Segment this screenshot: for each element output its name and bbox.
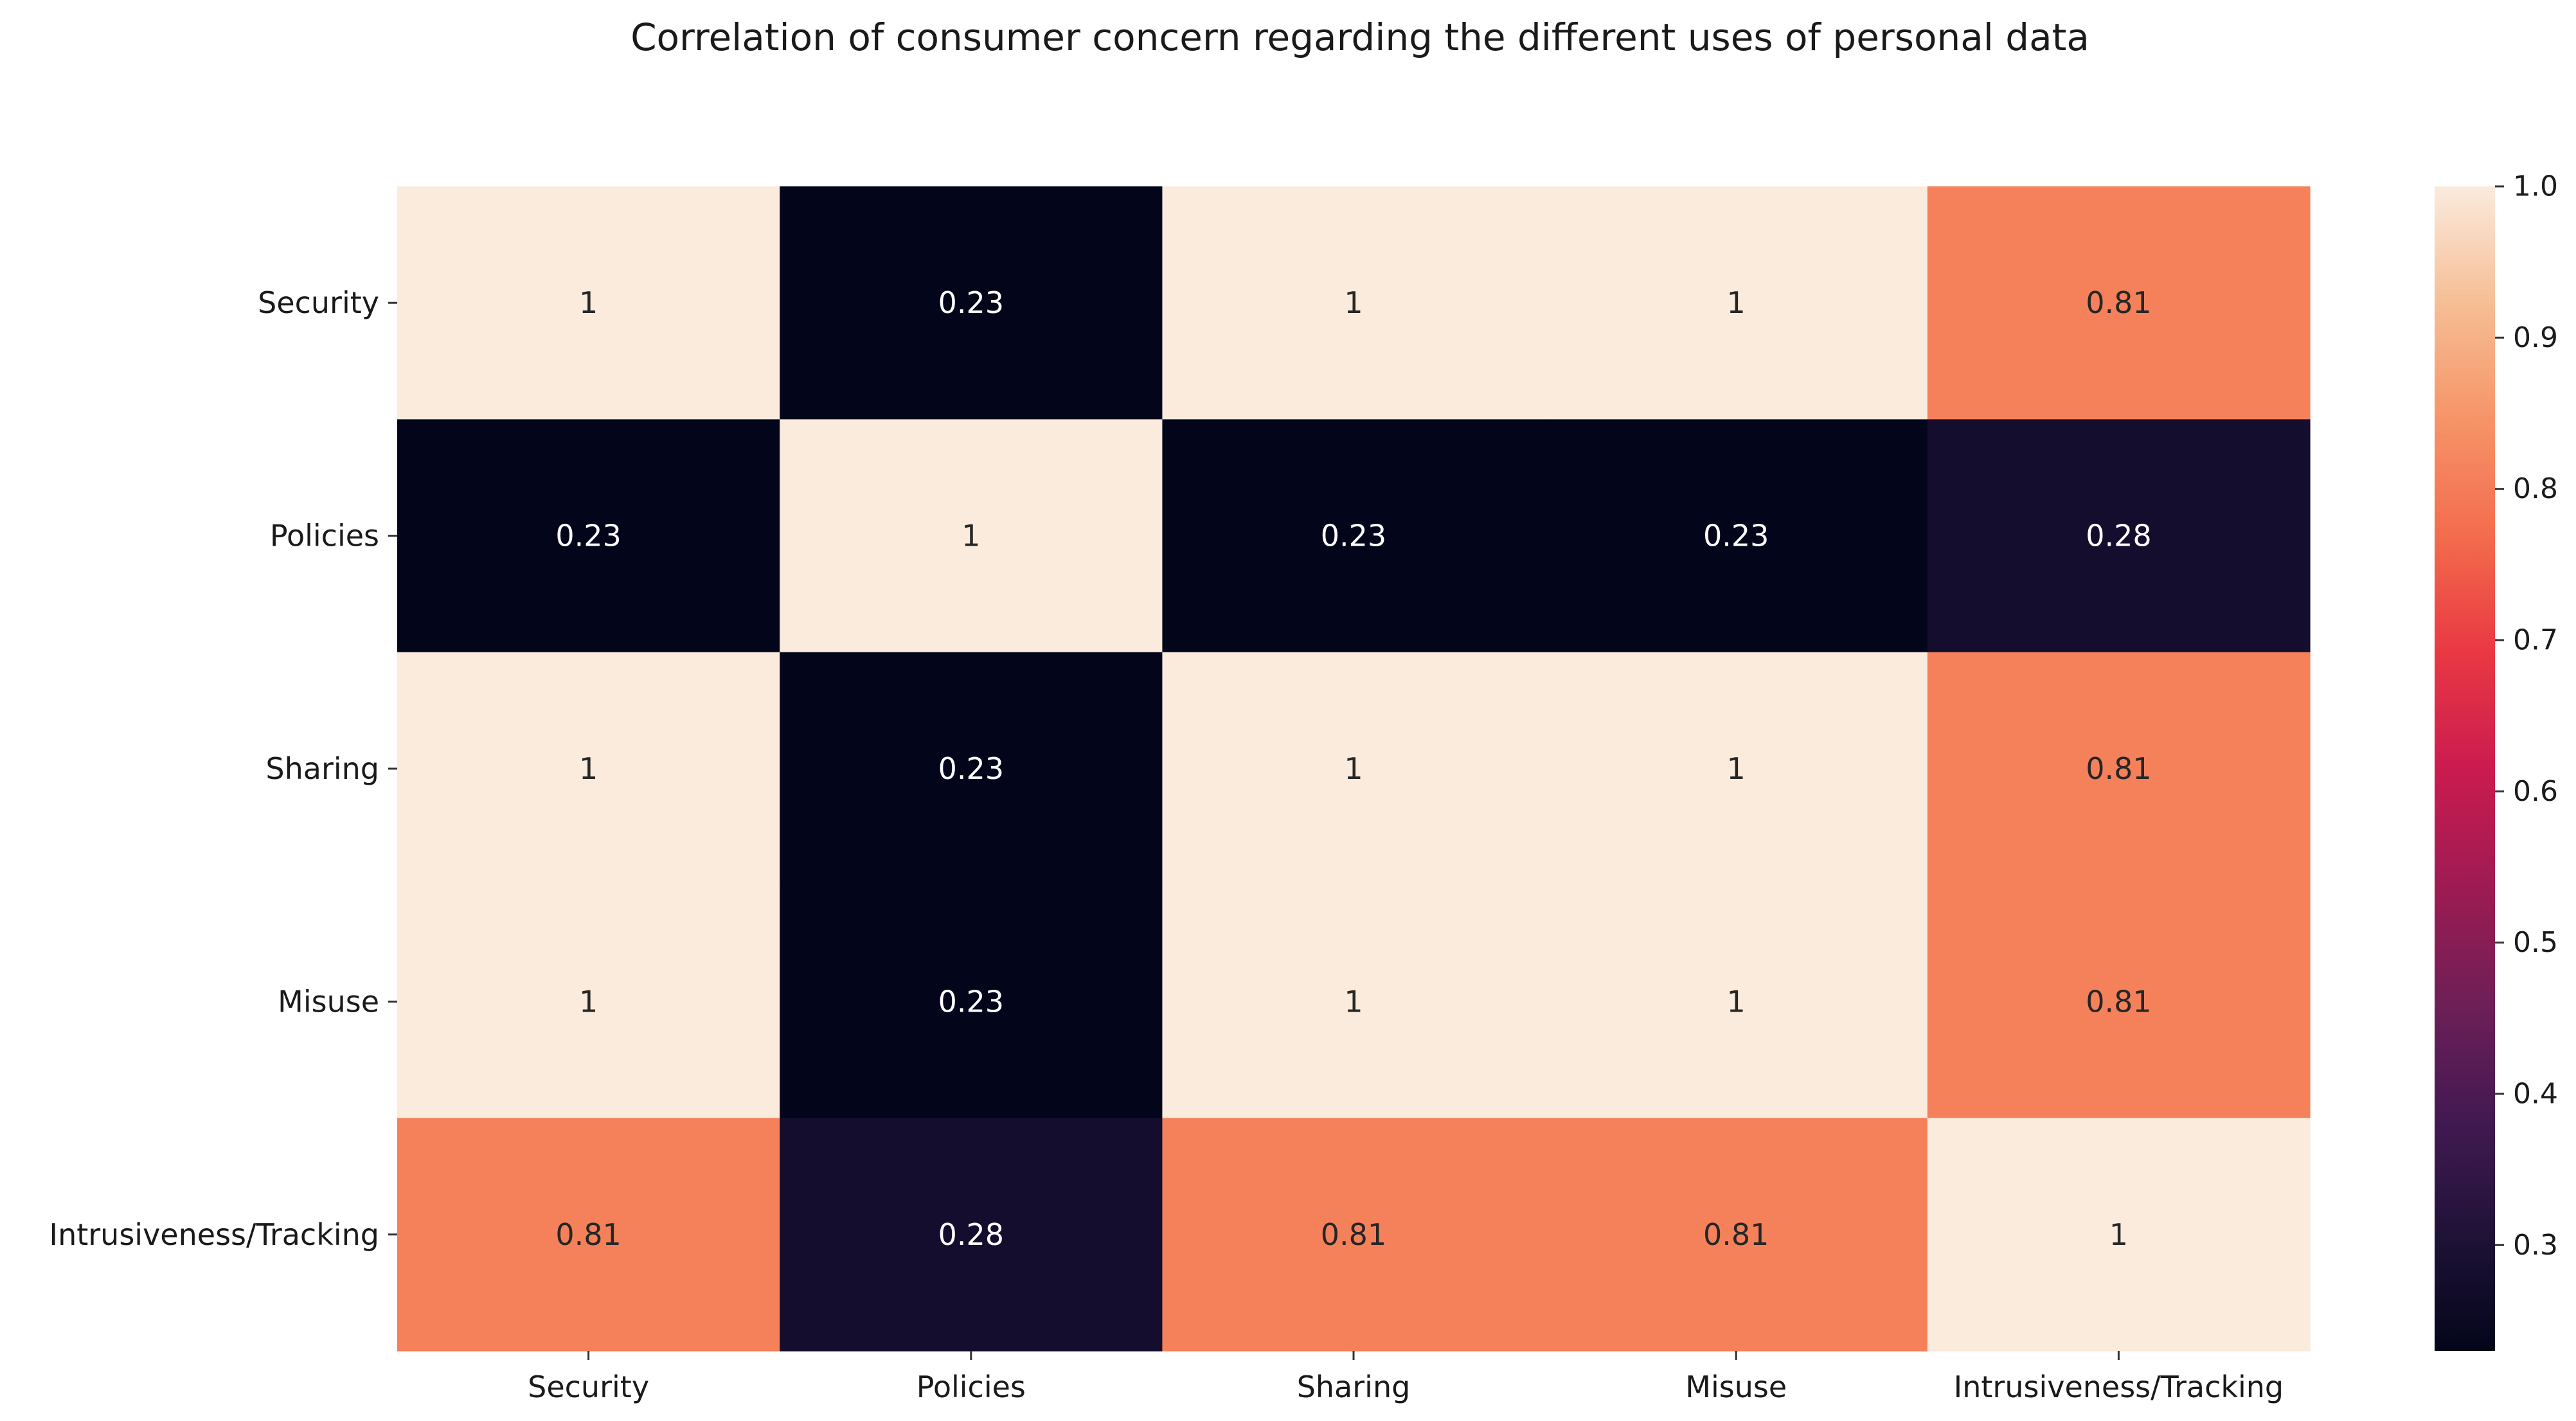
cell-annotation: 1 (1727, 984, 1746, 1019)
heatmap-cell (1162, 186, 1546, 420)
cell-annotation: 1 (1727, 285, 1746, 320)
heatmap-cells (397, 186, 2311, 1352)
y-tick-label: Intrusiveness/Tracking (49, 1217, 379, 1252)
heatmap-cell (780, 652, 1163, 886)
heatmap-cell (1544, 1118, 1928, 1352)
x-tick-label: Intrusiveness/Tracking (1954, 1370, 2284, 1404)
colorbar-tick-label: 0.4 (2513, 1077, 2558, 1110)
cell-annotation: 0.28 (2086, 519, 2151, 553)
y-tick-label: Policies (270, 519, 379, 553)
x-tick-label: Policies (917, 1370, 1026, 1404)
colorbar-tick-label: 0.6 (2513, 775, 2558, 808)
colorbar-tick-label: 0.7 (2513, 623, 2558, 656)
cell-annotation: 0.81 (1321, 1217, 1386, 1252)
x-tick-label: Sharing (1297, 1370, 1411, 1404)
heatmap-cell (397, 1118, 780, 1352)
cell-annotation: 1 (1344, 285, 1363, 320)
colorbar: 0.3 0.4 0.5 0.6 0.7 0.8 0.9 1.0 (2435, 170, 2558, 1351)
heatmap-cell (397, 419, 780, 653)
heatmap-cell (780, 186, 1163, 420)
cell-annotation: 0.23 (1321, 519, 1386, 553)
cell-annotation: 1 (579, 285, 598, 320)
heatmap-cell (1162, 1118, 1546, 1352)
cell-annotations: 1 0.23 1 1 0.81 0.23 1 0.23 0.23 0.28 1 0.23 1 1 0.81 1… (555, 285, 2151, 1252)
heatmap-cell (397, 885, 780, 1119)
heatmap-cell (1927, 186, 2311, 420)
cell-annotation: 1 (579, 751, 598, 786)
heatmap-cell (1544, 885, 1928, 1119)
colorbar-tick-label: 0.9 (2513, 321, 2558, 354)
heatmap-cell (780, 1118, 1163, 1352)
cell-annotation: 1 (1727, 751, 1746, 786)
cell-annotation: 1 (579, 984, 598, 1019)
heatmap-cell (1544, 186, 1928, 420)
heatmap-cell (1544, 652, 1928, 886)
cell-annotation: 1 (2109, 1217, 2128, 1252)
heatmap-cell (1927, 652, 2311, 886)
x-tick-label: Misuse (1685, 1370, 1787, 1404)
cell-annotation: 0.23 (938, 285, 1004, 320)
cell-annotation: 0.81 (555, 1217, 621, 1252)
heatmap-cell (1927, 885, 2311, 1119)
colorbar-tick-label: 0.5 (2513, 926, 2558, 959)
heatmap-cell (397, 652, 780, 886)
heatmap-cell (1927, 419, 2311, 653)
x-tick-label: Security (528, 1370, 649, 1404)
heatmap-cell (1162, 885, 1546, 1119)
colorbar-tick-label: 0.3 (2513, 1229, 2558, 1262)
heatmap-cell (1162, 419, 1546, 653)
y-tick-label: Sharing (265, 751, 379, 786)
heatmap-cell (1544, 419, 1928, 653)
heatmap-cell (780, 885, 1163, 1119)
x-axis-ticks: Security Policies Sharing Misuse Intrusivene… (528, 1351, 2284, 1404)
y-tick-label: Misuse (278, 984, 379, 1019)
cell-annotation: 0.23 (1703, 519, 1769, 553)
cell-annotation: 0.81 (2086, 285, 2151, 320)
cell-annotation: 0.23 (938, 984, 1004, 1019)
heatmap-cell (397, 186, 780, 420)
cell-annotation: 0.81 (1703, 1217, 1769, 1252)
cell-annotation: 0.23 (555, 519, 621, 553)
cell-annotation: 0.81 (2086, 751, 2151, 786)
cell-annotation: 1 (962, 519, 980, 553)
colorbar-tick-label: 1.0 (2513, 170, 2558, 203)
cell-annotation: 1 (1344, 751, 1363, 786)
cell-annotation: 1 (1344, 984, 1363, 1019)
y-tick-label: Security (258, 285, 379, 320)
heatmap-cell (1162, 652, 1546, 886)
cell-annotation: 0.28 (938, 1217, 1004, 1252)
heatmap-cell (780, 419, 1163, 653)
chart-title: Correlation of consumer concern regardin… (631, 15, 2089, 59)
colorbar-tick-label: 0.8 (2513, 472, 2558, 505)
y-axis-ticks: Security Policies Sharing Misuse Intrusivene… (49, 285, 397, 1252)
heatmap-cell (1927, 1118, 2311, 1352)
colorbar-gradient (2435, 186, 2495, 1351)
cell-annotation: 0.23 (938, 751, 1004, 786)
cell-annotation: 0.81 (2086, 984, 2151, 1019)
